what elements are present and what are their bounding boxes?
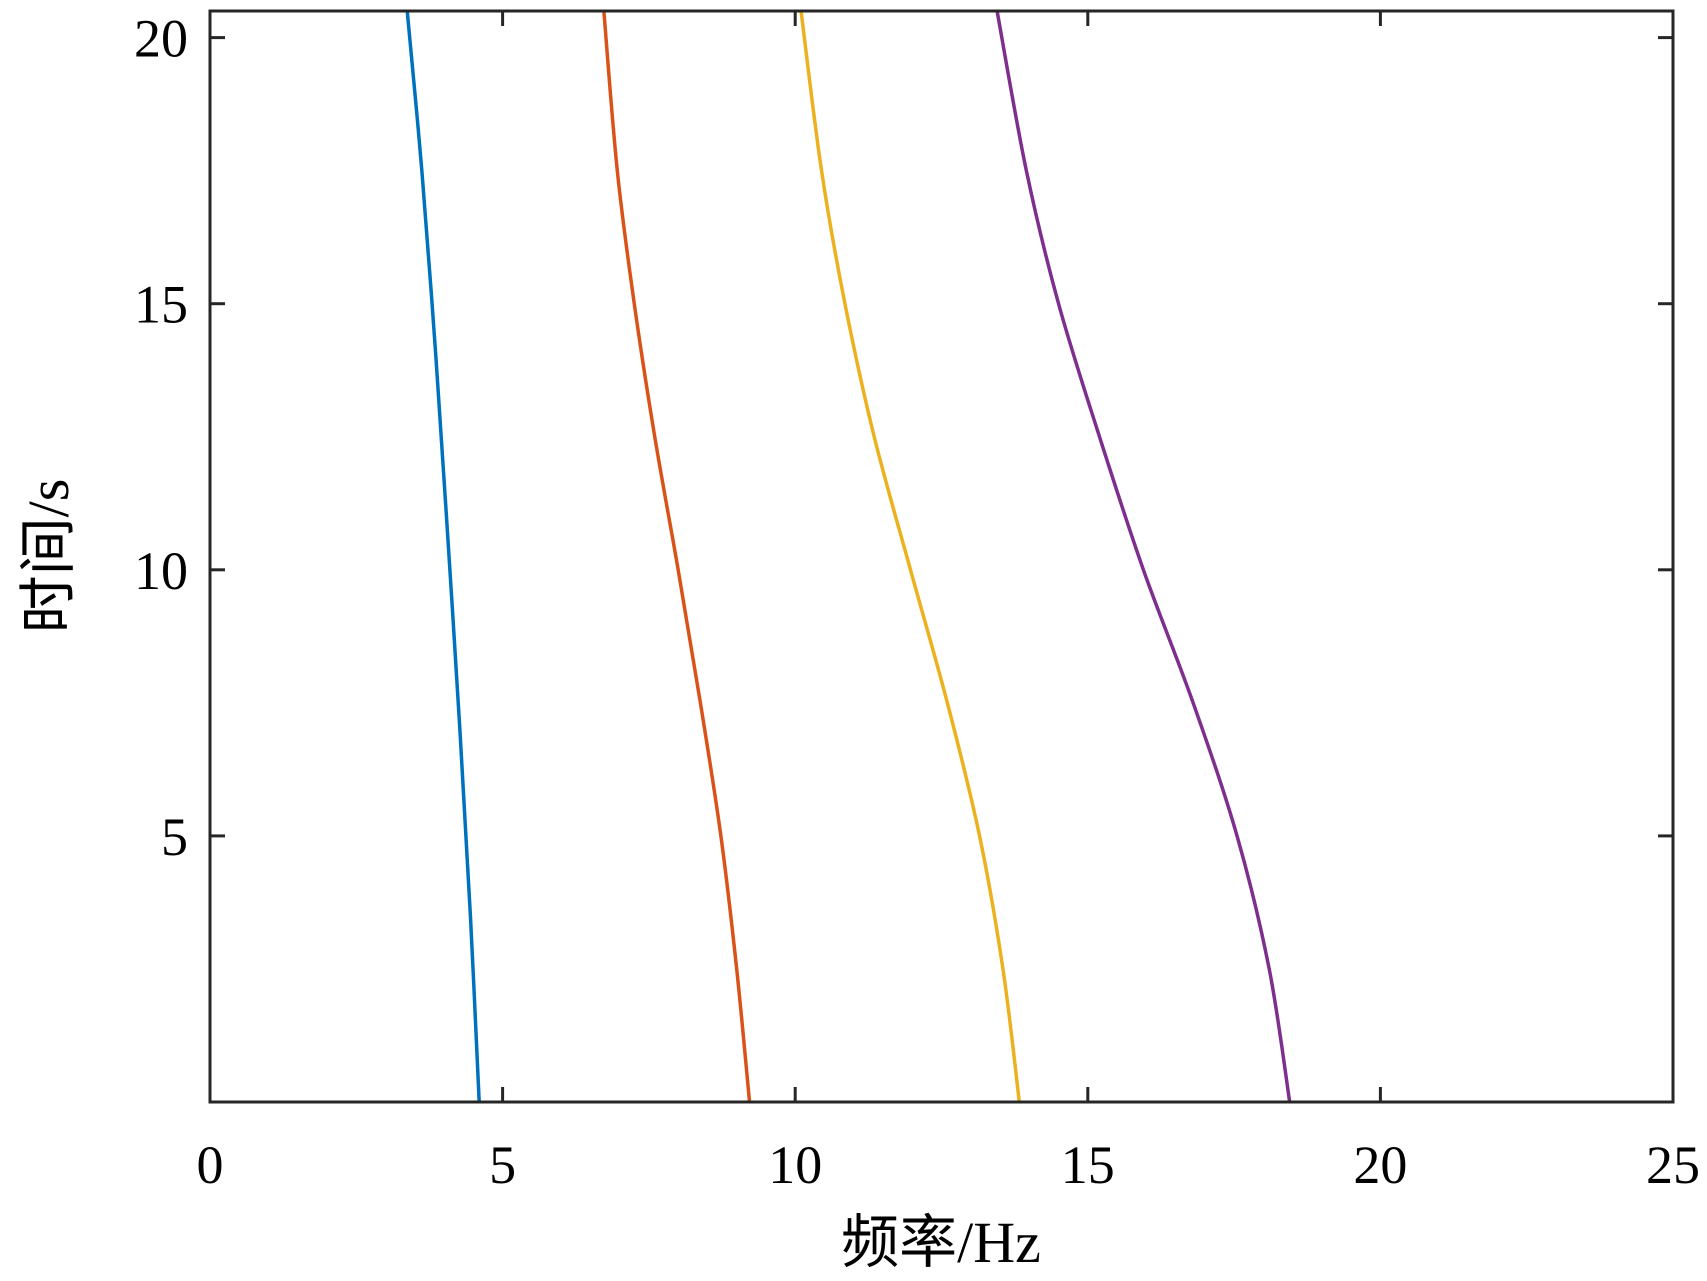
series-line-3	[799, 10, 1022, 1103]
x-tick-label: 25	[1646, 1135, 1700, 1195]
x-tick-label: 5	[489, 1135, 516, 1195]
x-tick-label: 15	[1061, 1135, 1115, 1195]
series-layer	[405, 10, 1292, 1103]
series-line-4	[995, 10, 1292, 1103]
tick-layer: 0 5 10 15 20 25 5 10 15 20	[134, 9, 1700, 1195]
y-tick-label: 15	[134, 275, 188, 335]
y-tick-label: 20	[134, 9, 188, 69]
x-tick-label: 20	[1353, 1135, 1407, 1195]
plot-frame	[208, 9, 1675, 1104]
x-tick-label: 0	[197, 1135, 224, 1195]
x-axis-title: 频率/Hz	[841, 1210, 1041, 1275]
plot-area	[210, 11, 1673, 1102]
x-tick-label: 10	[768, 1135, 822, 1195]
series-line-1	[405, 10, 481, 1103]
y-axis-title: 时间/s	[16, 479, 81, 634]
series-line-2	[602, 10, 752, 1103]
y-tick-label: 5	[161, 807, 188, 867]
y-tick-label: 10	[134, 541, 188, 601]
